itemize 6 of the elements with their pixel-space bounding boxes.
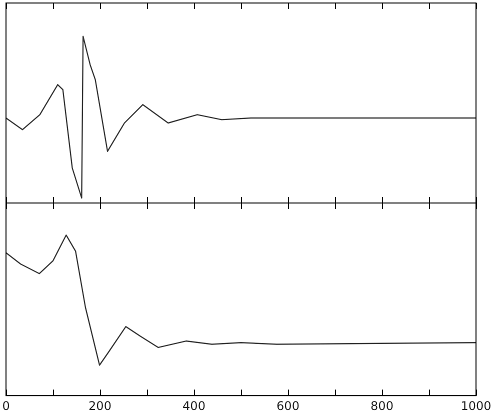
x-tick-label: 0 — [2, 398, 10, 413]
x-tick-label: 200 — [88, 398, 112, 413]
x-tick-label: 400 — [182, 398, 206, 413]
x-tick-label: 600 — [276, 398, 300, 413]
x-tick-label: 800 — [370, 398, 394, 413]
x-tick-label: 1000 — [460, 398, 492, 413]
